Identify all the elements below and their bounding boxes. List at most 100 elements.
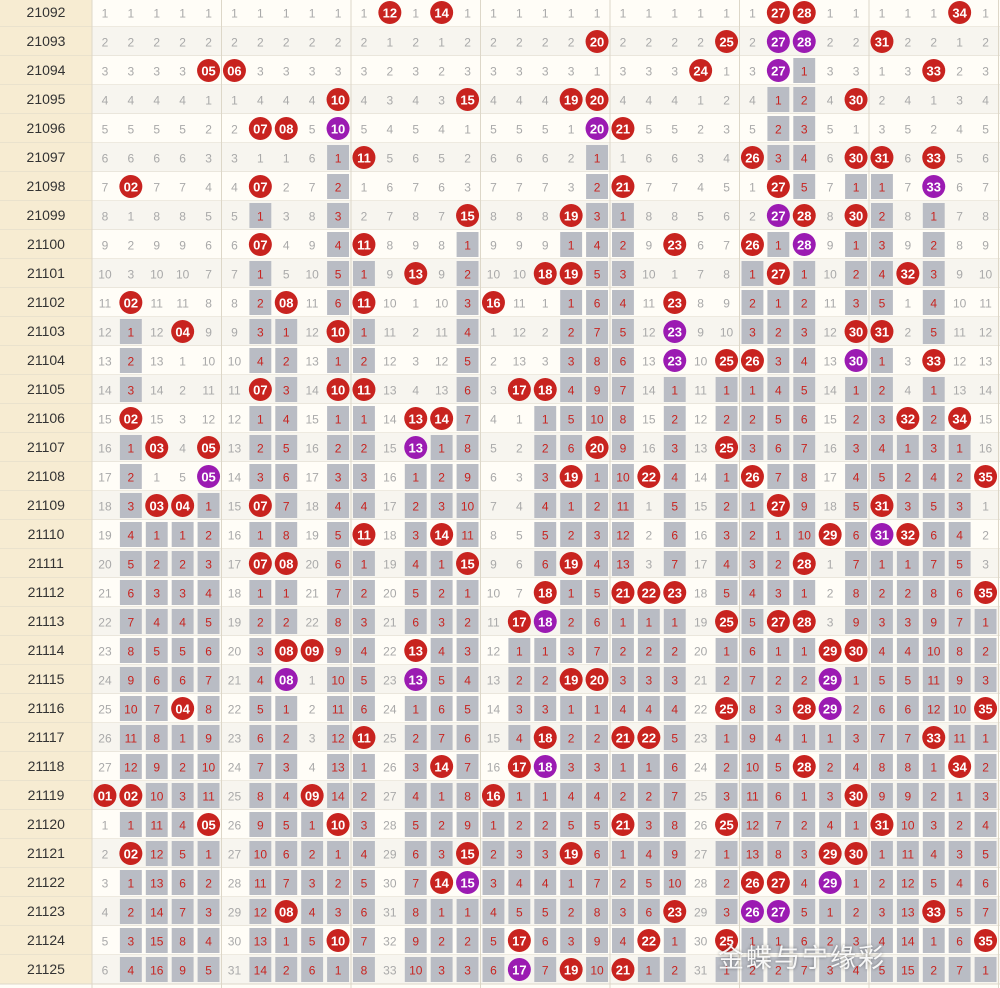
drawn-number-ball (430, 523, 454, 546)
miss-count: 2 (128, 355, 135, 369)
miss-count: 9 (646, 239, 653, 253)
miss-count: 17 (305, 471, 319, 485)
miss-count: 5 (801, 384, 808, 398)
miss-count: 6 (775, 442, 782, 456)
miss-count: 2 (982, 529, 989, 543)
miss-count: 8 (205, 703, 212, 717)
miss-count: 3 (412, 355, 419, 369)
ball-label: 25 (719, 35, 733, 50)
streak-cell (845, 870, 867, 895)
miss-count: 12 (487, 645, 501, 659)
streak-cell (741, 261, 764, 286)
miss-count: 4 (179, 819, 186, 833)
miss-count: 3 (827, 65, 834, 79)
miss-count: 1 (128, 442, 135, 456)
streak-cell (560, 870, 583, 895)
issue-number: 21097 (27, 149, 66, 165)
miss-count: 3 (594, 761, 601, 775)
miss-count: 2 (620, 877, 627, 891)
miss-count: 29 (228, 906, 242, 920)
miss-count: 6 (412, 152, 419, 166)
miss-count: 2 (982, 36, 989, 50)
drawn-number-ball (507, 755, 531, 778)
miss-count: 14 (305, 384, 319, 398)
drawn-number-ball (533, 262, 557, 285)
ball-label: 02 (124, 847, 138, 862)
streak-cell (275, 812, 298, 837)
miss-count: 1 (361, 558, 368, 572)
streak-cell (948, 435, 971, 460)
miss-count: 12 (513, 326, 527, 340)
miss-count: 1 (257, 152, 264, 166)
streak-cell (586, 957, 608, 982)
miss-count: 6 (464, 732, 471, 746)
miss-count: 1 (620, 616, 627, 630)
miss-count: 4 (490, 413, 497, 427)
table-row: 21093 2 2 2 2 2 2 2 2 2 2 2 1 2 1 2 2 2 2 2 20 2 2 2 2 25 2 27 28 2 2 3… (0, 27, 1000, 57)
table-row: 21119 01 02 10 3 11 25 8 4 09 14 2 27 4 1 8 16 1 1 4 4 2 2 7 25 3… (0, 781, 1000, 811)
miss-count: 1 (930, 384, 937, 398)
ball-label: 05 (201, 441, 215, 456)
streak-cell (119, 319, 142, 344)
miss-count: 1 (905, 442, 912, 456)
drawn-number-ball (119, 291, 143, 314)
miss-count: 1 (905, 297, 912, 311)
miss-count: 1 (361, 761, 368, 775)
miss-count: 7 (361, 935, 368, 949)
miss-count: 4 (905, 384, 912, 398)
ball-label: 21 (616, 818, 630, 833)
miss-count: 1 (516, 7, 523, 21)
streak-cell (922, 406, 945, 431)
streak-cell (560, 638, 583, 663)
miss-count: 5 (438, 674, 445, 688)
miss-count: 31 (228, 964, 242, 978)
miss-count: 1 (257, 268, 264, 282)
miss-count: 1 (620, 761, 627, 775)
miss-count: 2 (749, 413, 756, 427)
miss-count: 5 (464, 355, 471, 369)
miss-count: 2 (723, 413, 730, 427)
miss-count: 1 (594, 65, 601, 79)
streak-cell (819, 725, 842, 750)
miss-count: 16 (383, 471, 397, 485)
miss-count: 1 (568, 123, 575, 137)
streak-cell (767, 435, 790, 460)
miss-count: 8 (412, 210, 419, 224)
miss-count: 4 (982, 819, 989, 833)
miss-count: 6 (723, 210, 730, 224)
ball-label: 27 (771, 6, 785, 21)
miss-count: 5 (879, 674, 886, 688)
streak-cell (767, 957, 790, 982)
miss-count: 1 (568, 587, 575, 601)
watermark: 金蝶与宁缘彩 (718, 944, 887, 974)
miss-count: 6 (257, 732, 264, 746)
streak-cell (275, 348, 298, 373)
miss-count: 24 (694, 761, 708, 775)
ball-label: 23 (668, 905, 682, 920)
issue-cell (0, 926, 92, 955)
streak-cell (586, 899, 608, 924)
miss-count: 7 (153, 703, 160, 717)
issue-cell (0, 114, 92, 143)
streak-cell (793, 319, 816, 344)
ball-label: 23 (668, 586, 682, 601)
miss-count: 4 (283, 413, 290, 427)
miss-count: 7 (231, 268, 238, 282)
streak-cell (586, 638, 608, 663)
drawn-number-ball (404, 407, 428, 430)
miss-count: 8 (982, 210, 989, 224)
miss-count: 8 (516, 210, 523, 224)
drawn-number-ball (559, 552, 583, 575)
miss-count: 5 (568, 819, 575, 833)
streak-cell (637, 638, 660, 663)
miss-count: 3 (697, 152, 704, 166)
miss-count: 7 (801, 442, 808, 456)
streak-cell (715, 841, 738, 866)
miss-count: 4 (930, 471, 937, 485)
miss-count: 4 (361, 645, 368, 659)
miss-count: 4 (179, 442, 186, 456)
miss-count: 4 (438, 645, 445, 659)
miss-count: 8 (179, 935, 186, 949)
miss-count: 11 (125, 732, 138, 746)
miss-count: 2 (205, 123, 212, 137)
